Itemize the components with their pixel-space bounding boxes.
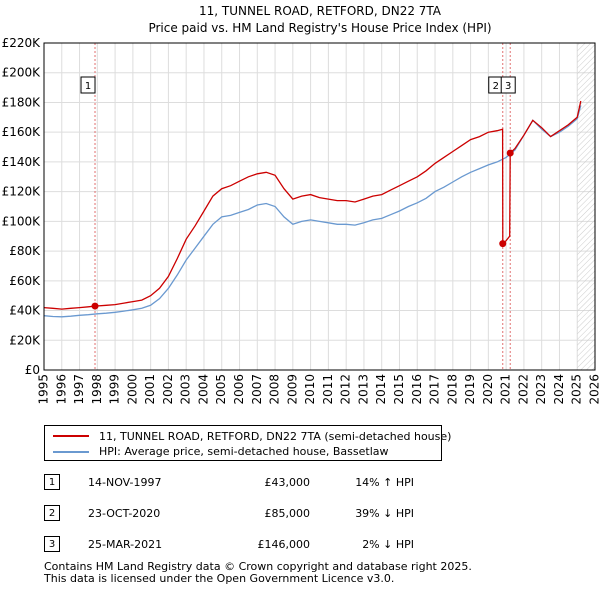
y-tick-label: £0 — [25, 363, 40, 377]
x-tick-label: 2026 — [588, 374, 600, 405]
y-tick-label: £80K — [9, 244, 41, 258]
marker-label-3: 3 — [500, 76, 516, 94]
x-tick-label: 1999 — [108, 374, 122, 405]
x-tick-label: 2014 — [374, 374, 388, 405]
x-tick-label: 2018 — [445, 374, 459, 405]
x-tick-label: 2011 — [321, 374, 335, 405]
marker-label-text: 3 — [505, 81, 511, 92]
x-tick-label: 2020 — [481, 374, 495, 405]
x-tick-label: 2017 — [428, 374, 442, 405]
legend-item-property: 11, TUNNEL ROAD, RETFORD, DN22 7TA (semi… — [45, 428, 451, 445]
transaction-hpi: 2% ↓ HPI — [362, 538, 414, 551]
y-tick-label: £160K — [2, 125, 42, 139]
x-tick-label: 2007 — [250, 374, 264, 405]
x-tick-label: 2005 — [214, 374, 228, 405]
legend-swatch-property — [53, 435, 89, 437]
chart: 11, TUNNEL ROAD, RETFORD, DN22 7TA Price… — [2, 4, 600, 405]
x-tick-label: 2004 — [196, 374, 210, 405]
y-tick-label: £20K — [9, 333, 41, 347]
marker-label-text: 2 — [493, 81, 499, 92]
y-tick-label: £220K — [2, 36, 42, 50]
x-tick-label: 2003 — [179, 374, 193, 405]
x-tick-label: 2022 — [516, 374, 530, 405]
series-layer — [43, 100, 582, 318]
transaction-hpi: 39% ↓ HPI — [355, 507, 414, 520]
transaction-hpi: 14% ↑ HPI — [355, 476, 414, 489]
x-tick-label: 2010 — [303, 374, 317, 405]
x-tick-label: 2001 — [143, 374, 157, 405]
marker-label-text: 1 — [85, 81, 91, 92]
y-tick-label: £120K — [2, 185, 42, 199]
x-tick-label: 2000 — [125, 374, 139, 405]
x-tick-label: 1998 — [90, 374, 104, 405]
transaction-number: 2 — [44, 505, 60, 521]
x-tick-label: 2009 — [285, 374, 299, 405]
legend: 11, TUNNEL ROAD, RETFORD, DN22 7TA (semi… — [44, 425, 451, 462]
marker-label-1: 1 — [80, 76, 96, 94]
x-axis-ticks: 1995 1996 1997 1998 1999 2000 2001 2002 2003 2004… — [37, 374, 600, 405]
table-row: 2 23-OCT-2020 £85,000 39% ↓ HPI — [44, 505, 464, 523]
y-tick-label: £40K — [9, 304, 41, 318]
transaction-price: £85,000 — [264, 507, 311, 520]
legend-label-property: 11, TUNNEL ROAD, RETFORD, DN22 7TA (semi… — [99, 430, 452, 443]
transaction-point-1 — [91, 302, 99, 310]
x-tick-label: 1996 — [54, 374, 68, 405]
transaction-point-3 — [506, 149, 514, 157]
marker-label-2: 2 — [488, 76, 504, 94]
transaction-price: £43,000 — [264, 476, 311, 489]
forecast-hatch — [577, 43, 595, 370]
transaction-price: £146,000 — [257, 538, 311, 551]
x-tick-label: 2024 — [552, 374, 566, 405]
legend-label-hpi: HPI: Average price, semi-detached house,… — [99, 445, 389, 458]
x-tick-label: 2015 — [392, 374, 406, 405]
y-tick-label: £60K — [9, 274, 41, 288]
property-price-line — [43, 100, 582, 310]
x-tick-label: 2016 — [410, 374, 424, 405]
table-row: 3 25-MAR-2021 £146,000 2% ↓ HPI — [44, 536, 464, 554]
transaction-marker-lines — [94, 43, 511, 370]
x-tick-label: 2023 — [534, 374, 548, 405]
x-tick-label: 2008 — [268, 374, 282, 405]
plot-border — [43, 42, 596, 371]
x-tick-label: 1997 — [72, 374, 86, 405]
transaction-number: 1 — [44, 474, 60, 490]
marker-label-box — [500, 76, 516, 94]
footer-line1: Contains HM Land Registry data © Crown c… — [44, 560, 472, 573]
hpi-line — [43, 105, 582, 318]
transaction-date: 14-NOV-1997 — [88, 476, 162, 489]
marker-label-box — [80, 76, 96, 94]
table-row: 1 14-NOV-1997 £43,000 14% ↑ HPI — [44, 474, 464, 492]
chart-title-line1: 11, TUNNEL ROAD, RETFORD, DN22 7TA — [199, 4, 442, 18]
x-tick-label: 2013 — [356, 374, 370, 405]
legend-item-hpi: HPI: Average price, semi-detached house,… — [45, 445, 441, 462]
transaction-number: 3 — [44, 536, 60, 552]
x-tick-label: 2021 — [499, 374, 513, 405]
x-tick-label: 1995 — [37, 374, 51, 405]
x-tick-label: 2012 — [339, 374, 353, 405]
y-tick-label: £100K — [2, 214, 42, 228]
footer: Contains HM Land Registry data © Crown c… — [44, 561, 472, 585]
x-tick-label: 2002 — [161, 374, 175, 405]
x-tick-label: 2006 — [232, 374, 246, 405]
footer-line2: This data is licensed under the Open Gov… — [44, 572, 395, 585]
y-tick-label: £200K — [2, 66, 42, 80]
transaction-points — [91, 149, 514, 310]
x-tick-label: 2025 — [570, 374, 584, 405]
chart-title-line2: Price paid vs. HM Land Registry's House … — [148, 21, 491, 35]
legend-swatch-hpi — [53, 451, 89, 453]
y-tick-label: £140K — [2, 155, 42, 169]
transaction-date: 23-OCT-2020 — [88, 507, 161, 520]
y-tick-label: £180K — [2, 95, 42, 109]
transaction-point-2 — [499, 240, 507, 248]
transaction-date: 25-MAR-2021 — [88, 538, 163, 551]
y-axis-ticks: £0 £20K £40K £60K £80K £100K £120K £140K £160K £1… — [2, 36, 42, 377]
x-tick-label: 2019 — [463, 374, 477, 405]
